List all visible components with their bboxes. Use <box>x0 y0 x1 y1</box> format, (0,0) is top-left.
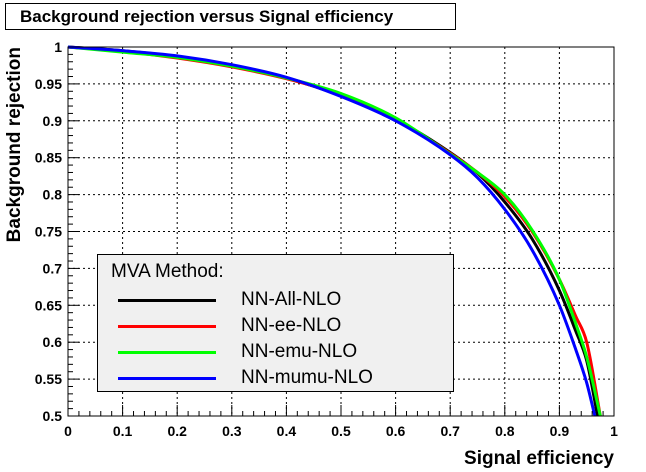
x-tick-label: 1 <box>610 423 618 439</box>
x-tick-label: 0.6 <box>386 423 406 439</box>
x-axis-label: Signal efficiency <box>464 448 614 469</box>
x-tick-label: 0.7 <box>440 423 460 439</box>
y-axis-label: Background rejection <box>4 47 25 242</box>
y-tick-label: 0.9 <box>43 113 63 129</box>
x-tick-label: 0.9 <box>550 423 570 439</box>
series-lines <box>67 45 602 417</box>
legend-entry-nn-emu-nlo: NN-emu-NLO <box>98 339 453 365</box>
legend-swatch <box>118 325 216 328</box>
legend-label: NN-ee-NLO <box>241 315 342 336</box>
x-tick-label: 0.2 <box>167 423 187 439</box>
legend-label: NN-All-NLO <box>241 289 342 310</box>
legend-label: NN-mumu-NLO <box>241 367 373 388</box>
y-tick-label: 0.65 <box>35 297 62 313</box>
axis-ticks <box>67 46 615 417</box>
y-tick-label: 0.95 <box>35 76 62 92</box>
y-tick-label: 0.6 <box>43 334 63 350</box>
y-tick-label: 0.8 <box>43 187 63 203</box>
y-tick-label: 0.85 <box>35 150 62 166</box>
series-line-nn-mumu-nlo <box>67 45 597 417</box>
x-tick-label: 0.3 <box>222 423 242 439</box>
chart-title: Background rejection versus Signal effic… <box>20 6 394 26</box>
legend-swatch <box>118 299 216 302</box>
legend-entry-nn-all-nlo: NN-All-NLO <box>98 287 453 313</box>
y-tick-label: 0.55 <box>35 371 62 387</box>
x-tick-label: 0.5 <box>331 423 351 439</box>
x-tick-label: 0 <box>64 423 72 439</box>
legend-swatch <box>118 377 216 380</box>
legend-swatch <box>118 351 216 354</box>
legend-label: NN-emu-NLO <box>241 341 358 362</box>
x-tick-label: 0.8 <box>495 423 515 439</box>
chart-title-box: Background rejection versus Signal effic… <box>5 3 456 30</box>
y-tick-label: 0.7 <box>43 260 63 276</box>
tick-labels: 0 0.1 0.2 0.3 0.4 0.5 0.6 0.7 0.8 0.9 1 0.5 0.55 0.6 0… <box>35 39 618 439</box>
y-tick-label: 1 <box>54 39 62 55</box>
legend: MVA Method: NN-All-NLO NN-ee-NLO NN-emu-… <box>97 254 454 392</box>
legend-entry-nn-ee-nlo: NN-ee-NLO <box>98 313 453 339</box>
x-tick-label: 0.4 <box>277 423 297 439</box>
legend-entry-nn-mumu-nlo: NN-mumu-NLO <box>98 365 453 391</box>
y-tick-label: 0.75 <box>35 224 62 240</box>
legend-title: MVA Method: <box>111 261 224 282</box>
y-tick-label: 0.5 <box>43 408 63 424</box>
x-tick-label: 0.1 <box>113 423 133 439</box>
